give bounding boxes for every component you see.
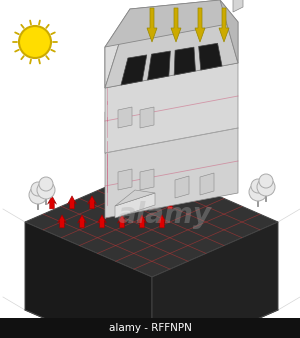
- Polygon shape: [88, 196, 97, 209]
- Polygon shape: [121, 55, 147, 85]
- Polygon shape: [199, 43, 222, 70]
- Polygon shape: [105, 47, 238, 153]
- Polygon shape: [171, 8, 181, 42]
- Polygon shape: [147, 8, 157, 42]
- Polygon shape: [152, 222, 278, 338]
- Polygon shape: [25, 222, 152, 338]
- Text: alamy - RFFNPN: alamy - RFFNPN: [109, 323, 191, 333]
- Circle shape: [29, 186, 47, 204]
- Polygon shape: [105, 112, 238, 218]
- Polygon shape: [25, 167, 278, 277]
- Polygon shape: [0, 318, 300, 338]
- Polygon shape: [118, 107, 132, 128]
- Polygon shape: [148, 196, 157, 209]
- Text: alamy: alamy: [118, 201, 212, 229]
- Circle shape: [249, 183, 267, 201]
- Polygon shape: [68, 196, 76, 209]
- Polygon shape: [140, 107, 154, 128]
- Circle shape: [259, 174, 273, 188]
- Polygon shape: [200, 173, 214, 195]
- Circle shape: [31, 182, 45, 196]
- Polygon shape: [220, 0, 238, 63]
- Polygon shape: [137, 215, 146, 228]
- Polygon shape: [105, 0, 238, 88]
- Polygon shape: [158, 215, 166, 228]
- Polygon shape: [105, 9, 130, 88]
- Polygon shape: [47, 196, 56, 209]
- Polygon shape: [107, 196, 116, 209]
- Circle shape: [251, 179, 265, 193]
- Polygon shape: [195, 8, 205, 42]
- Polygon shape: [115, 190, 155, 206]
- Polygon shape: [140, 169, 154, 190]
- Polygon shape: [118, 215, 127, 228]
- Polygon shape: [105, 0, 238, 47]
- Polygon shape: [105, 22, 238, 88]
- Polygon shape: [98, 215, 106, 228]
- Polygon shape: [118, 169, 132, 190]
- Polygon shape: [174, 47, 195, 75]
- Polygon shape: [77, 215, 86, 228]
- Polygon shape: [166, 196, 175, 209]
- Polygon shape: [128, 196, 136, 209]
- Circle shape: [257, 178, 275, 196]
- Polygon shape: [148, 51, 170, 80]
- Circle shape: [19, 26, 51, 58]
- Polygon shape: [58, 215, 67, 228]
- Polygon shape: [175, 176, 189, 198]
- Polygon shape: [233, 0, 243, 12]
- Circle shape: [37, 181, 55, 199]
- Circle shape: [39, 177, 53, 191]
- Polygon shape: [115, 193, 155, 218]
- Polygon shape: [219, 8, 229, 42]
